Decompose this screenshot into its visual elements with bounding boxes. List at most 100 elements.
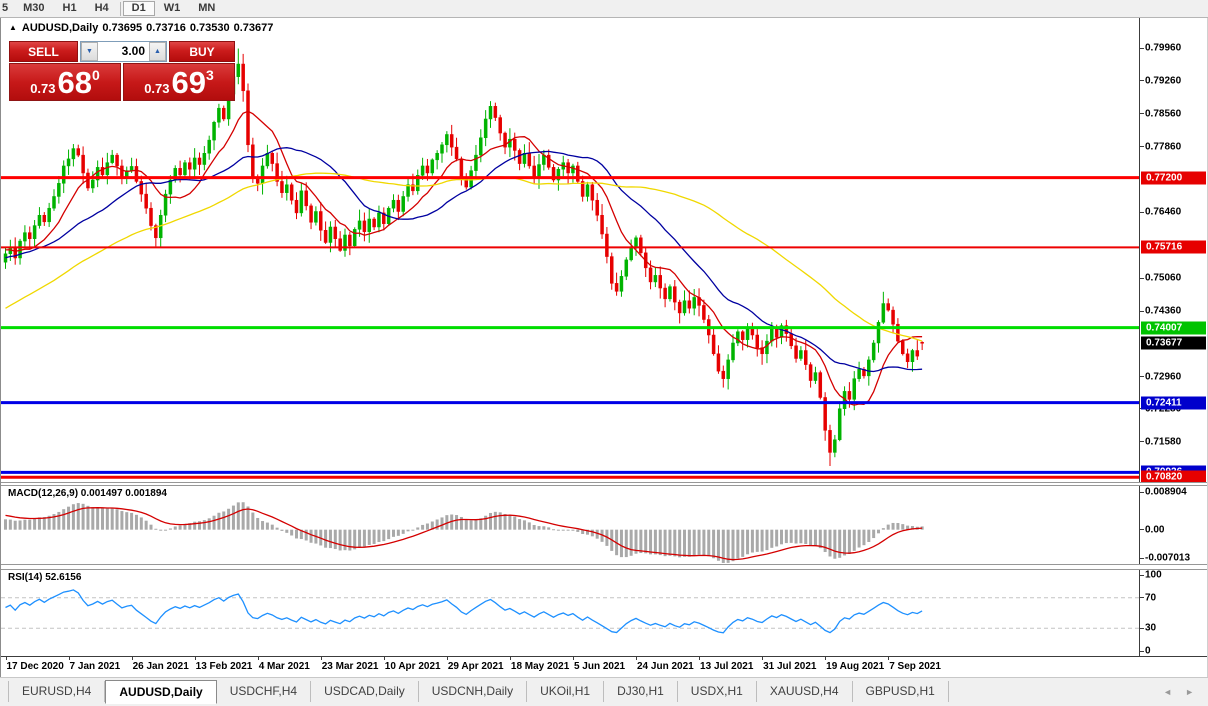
date-label[interactable]: 24 Jun 2021 (637, 661, 694, 672)
macd-bar (227, 508, 231, 530)
timeframe-button-5[interactable]: 5 (2, 2, 9, 14)
volume-input[interactable]: 3.00 (121, 44, 145, 58)
candle-body (682, 300, 687, 314)
date-label[interactable]: 7 Sep 2021 (889, 661, 941, 672)
timeframe-button-w1[interactable]: W1 (163, 2, 181, 14)
date-label[interactable]: 29 Apr 2021 (447, 661, 504, 672)
tab-xauusd-h4[interactable]: XAUUSD,H4 (757, 681, 853, 702)
price-badge: 0.70820 (1141, 470, 1206, 484)
candle-body (857, 369, 861, 379)
price-tick-label: 0.72960 (1145, 371, 1182, 383)
sell-price-sup: 0 (92, 67, 100, 83)
rsi-plot-area[interactable]: RSI(14) 52.6156 (1, 570, 1139, 656)
macd-bar (91, 507, 95, 530)
rsi-tick-label: 100 (1145, 569, 1162, 581)
price-tick-label: 0.76460 (1145, 206, 1182, 218)
candle-body (818, 372, 823, 398)
sell-price-button[interactable]: 0.73 68 0 (9, 63, 121, 101)
candle-body (532, 165, 536, 178)
candle-body (546, 154, 551, 168)
candle-body (590, 184, 595, 201)
candle-body (319, 211, 323, 231)
candle-body (765, 340, 769, 355)
date-label[interactable]: 7 Jan 2021 (69, 661, 121, 672)
date-tick-mark (194, 657, 196, 660)
candle-body (823, 397, 827, 431)
date-label[interactable]: 4 Mar 2021 (258, 661, 310, 672)
macd-bar (275, 527, 279, 530)
timeframe-button-h1[interactable]: H1 (62, 2, 77, 14)
macd-bar (683, 529, 686, 557)
macd-bar (416, 527, 420, 530)
macd-bar (382, 529, 386, 542)
macd-bar (697, 529, 701, 555)
date-label[interactable]: 13 Feb 2021 (195, 661, 253, 672)
price-tick-mark (1140, 146, 1144, 148)
tab-usdchf-h4[interactable]: USDCHF,H4 (217, 681, 312, 702)
candle-body (871, 342, 876, 361)
date-label[interactable]: 5 Jun 2021 (573, 661, 626, 672)
price-tick-mark (1140, 310, 1144, 312)
candle-body (905, 353, 910, 363)
buy-button[interactable]: BUY (169, 41, 235, 62)
date-label[interactable]: 23 Mar 2021 (321, 661, 379, 672)
macd-bar (726, 529, 730, 563)
candle-body (837, 408, 842, 440)
tab-usdcad-daily[interactable]: USDCAD,Daily (311, 681, 419, 702)
price-plot-area[interactable]: ▲ AUDUSD,Daily 0.73695 0.73716 0.73530 0.7367… (1, 18, 1139, 482)
candle-body (726, 359, 730, 379)
timeframe-button-h4[interactable]: H4 (94, 2, 109, 14)
candle-body (241, 63, 245, 92)
timeframe-button-m30[interactable]: M30 (23, 2, 45, 14)
candle-body (454, 146, 459, 160)
buy-price-main: 69 (171, 65, 206, 100)
macd-bar (52, 514, 56, 530)
tab-usdcnh-daily[interactable]: USDCNH,Daily (419, 681, 528, 702)
candle-body (629, 246, 633, 261)
timeframe-button-mn[interactable]: MN (198, 2, 216, 14)
volume-increase-icon[interactable]: ▲ (149, 42, 166, 61)
tab-dj30-h1[interactable]: DJ30,H1 (604, 681, 678, 702)
tab-scroll-right-icon[interactable]: ► (1185, 687, 1194, 697)
date-label[interactable]: 26 Jan 2021 (132, 661, 189, 672)
date-label[interactable]: 13 Jul 2021 (700, 661, 754, 672)
macd-bar (464, 519, 468, 530)
date-label[interactable]: 19 Aug 2021 (826, 661, 885, 672)
macd-plot-area[interactable]: MACD(12,26,9) 0.001497 0.001894 (1, 486, 1139, 564)
rsi-axis: 100 70 30 0 (1139, 569, 1207, 657)
tab-audusd-daily[interactable]: AUDUSD,Daily (105, 680, 217, 704)
macd-bar (673, 529, 677, 557)
volume-decrease-icon[interactable]: ▼ (81, 42, 98, 61)
candle-body (362, 220, 367, 232)
candle-body (280, 181, 284, 193)
tab-ukoil-h1[interactable]: UKOil,H1 (527, 681, 605, 702)
macd-bar (265, 522, 269, 530)
date-label[interactable]: 18 May 2021 (510, 661, 570, 672)
candle-body (401, 196, 405, 212)
pane-splitter[interactable] (1, 482, 1207, 486)
pane-splitter[interactable] (1, 564, 1207, 570)
candle-body (188, 162, 192, 170)
macd-bar (663, 529, 667, 557)
tab-usdx-h1[interactable]: USDX,H1 (678, 681, 757, 702)
candle-body (867, 359, 871, 377)
macd-bar (513, 516, 517, 530)
tab-gbpusd-h1[interactable]: GBPUSD,H1 (853, 681, 949, 702)
date-tick-mark (446, 657, 448, 660)
sell-button[interactable]: SELL (9, 41, 78, 62)
timeframe-button-d1[interactable]: D1 (122, 1, 155, 16)
tab-scroll-left-icon[interactable]: ◄ (1163, 687, 1172, 697)
date-label[interactable]: 10 Apr 2021 (384, 661, 441, 672)
date-label[interactable]: 17 Dec 2020 (6, 661, 64, 672)
candle-body (610, 256, 614, 284)
macd-bar (67, 506, 71, 530)
macd-bar (639, 529, 643, 554)
buy-price-button[interactable]: 0.73 69 3 (123, 63, 235, 101)
price-badge: 0.74007 (1141, 321, 1206, 335)
date-tick-mark (131, 657, 133, 660)
tab-eurusd-h4[interactable]: EURUSD,H4 (8, 681, 106, 702)
macd-bar (600, 529, 604, 542)
collapse-chart-icon[interactable]: ▲ (9, 23, 17, 32)
date-label[interactable]: 31 Jul 2021 (763, 661, 817, 672)
macd-bar (552, 529, 556, 531)
